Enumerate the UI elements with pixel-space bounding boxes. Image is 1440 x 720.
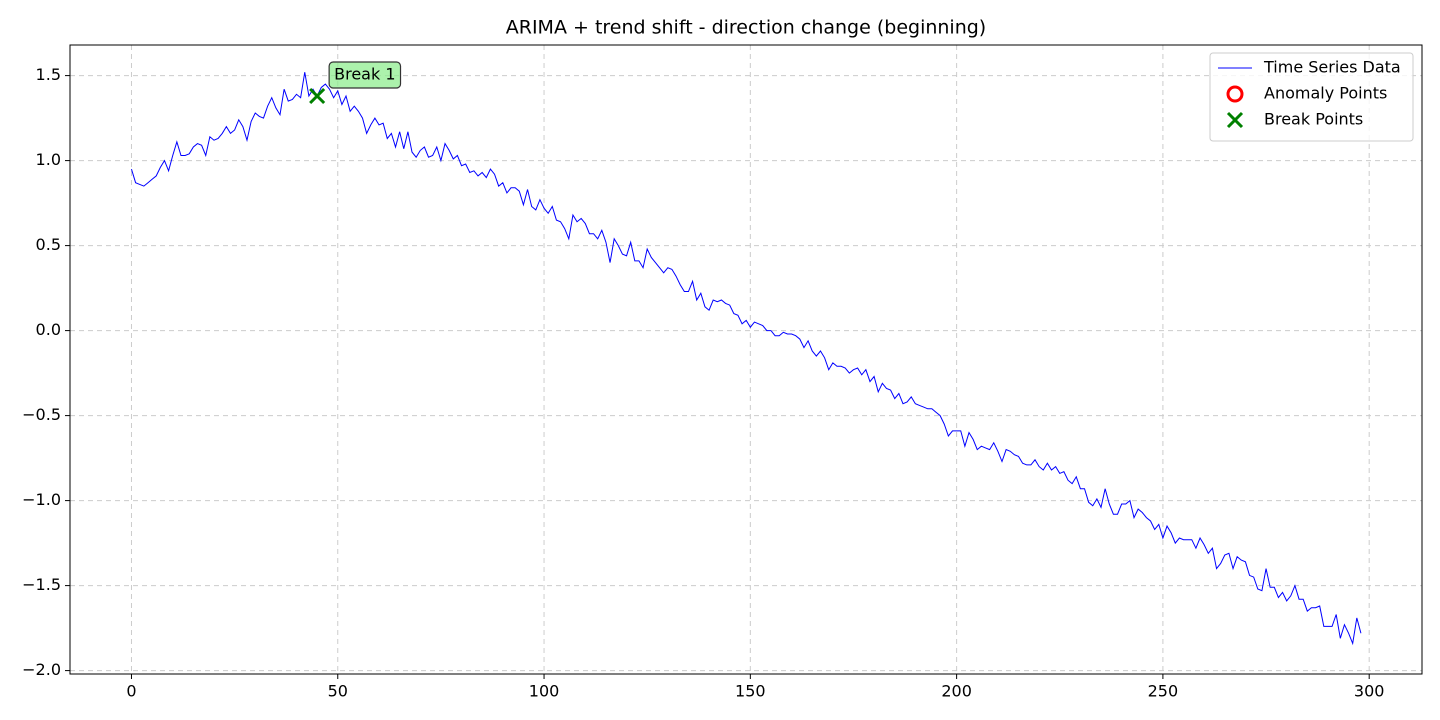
y-tick-label: −2.0 [22, 660, 61, 679]
y-tick-label: 1.0 [36, 150, 61, 169]
x-tick-label: 50 [328, 682, 348, 701]
legend-swatch [1226, 85, 1244, 103]
x-tick-label: 300 [1354, 682, 1385, 701]
annotation-box [328, 61, 402, 89]
y-tick-label: 0.5 [36, 235, 61, 254]
legend-label: Time Series Data [1263, 58, 1401, 77]
data-line [130, 72, 1362, 646]
annotation: Break 1 [334, 65, 395, 84]
chart-title: ARIMA + trend shift - direction change (… [506, 17, 986, 39]
y-tick-label: 1.5 [36, 65, 61, 84]
x-tick-label: 200 [941, 682, 972, 701]
break-point [309, 87, 326, 105]
y-tick-label: −1.5 [22, 575, 61, 594]
y-tick-label: −0.5 [22, 405, 61, 424]
y-tick-label: −1.0 [22, 490, 61, 509]
x-tick-label: 0 [126, 682, 136, 701]
legend-box [1209, 52, 1414, 142]
legend-label: Break Points [1264, 110, 1363, 129]
plot-frame [69, 44, 1423, 675]
legend-label: Anomaly Points [1264, 84, 1387, 103]
x-tick-label: 250 [1148, 682, 1179, 701]
x-tick-label: 150 [735, 682, 766, 701]
legend-swatch [1226, 111, 1244, 129]
x-tick-label: 100 [529, 682, 560, 701]
y-tick-label: 0.0 [36, 320, 61, 339]
